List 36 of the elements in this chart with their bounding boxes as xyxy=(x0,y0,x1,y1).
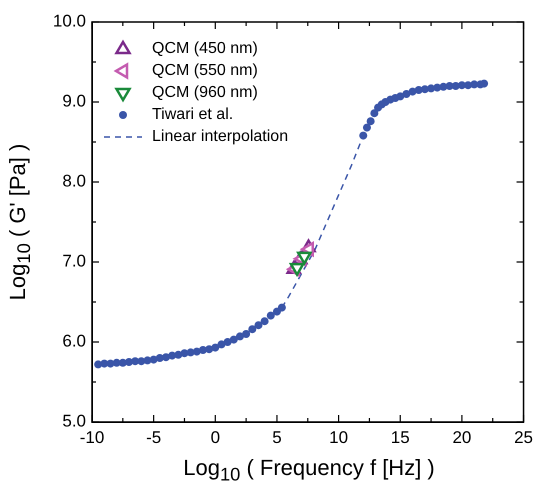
point xyxy=(370,109,378,118)
point xyxy=(242,330,250,338)
x-tick-label: 20 xyxy=(452,428,472,447)
point xyxy=(359,132,368,140)
point xyxy=(408,88,417,96)
legend-label: QCM (960 nm) xyxy=(152,83,258,103)
legend-label: Linear interpolation xyxy=(152,127,288,147)
point xyxy=(217,340,226,348)
legend-label: Tiwari et al. xyxy=(152,105,234,125)
point xyxy=(224,338,232,346)
x-tick-label: 0 xyxy=(210,428,220,447)
point xyxy=(366,117,375,126)
x-tick-label: 25 xyxy=(514,428,534,447)
x-axis-title: Log$_{10}$ ( Frequency f [Hz] ) xyxy=(182,455,436,486)
y-tick-label: 7.0 xyxy=(62,252,86,271)
x-tick-label: 10 xyxy=(329,428,348,447)
legend-label: QCM (550 nm) xyxy=(152,61,258,81)
y-tick-label: 10.0 xyxy=(52,12,86,31)
y-tick-label: 9.0 xyxy=(62,92,86,111)
point xyxy=(396,92,404,100)
point xyxy=(230,336,238,344)
point xyxy=(402,90,410,98)
legend-label: QCM (450 nm) xyxy=(152,39,258,59)
x-tick-label: 5 xyxy=(272,428,282,447)
point xyxy=(236,332,244,340)
point xyxy=(362,124,371,132)
x-tick-label: -5 xyxy=(146,428,162,447)
point xyxy=(248,325,256,334)
point xyxy=(266,312,275,320)
point xyxy=(278,304,286,312)
y-tick-label: 6.0 xyxy=(62,332,86,351)
y-tick-label: 8.0 xyxy=(62,172,86,191)
point xyxy=(254,321,262,330)
x-tick-label: 15 xyxy=(390,428,410,447)
point xyxy=(211,344,220,352)
point xyxy=(260,317,269,326)
